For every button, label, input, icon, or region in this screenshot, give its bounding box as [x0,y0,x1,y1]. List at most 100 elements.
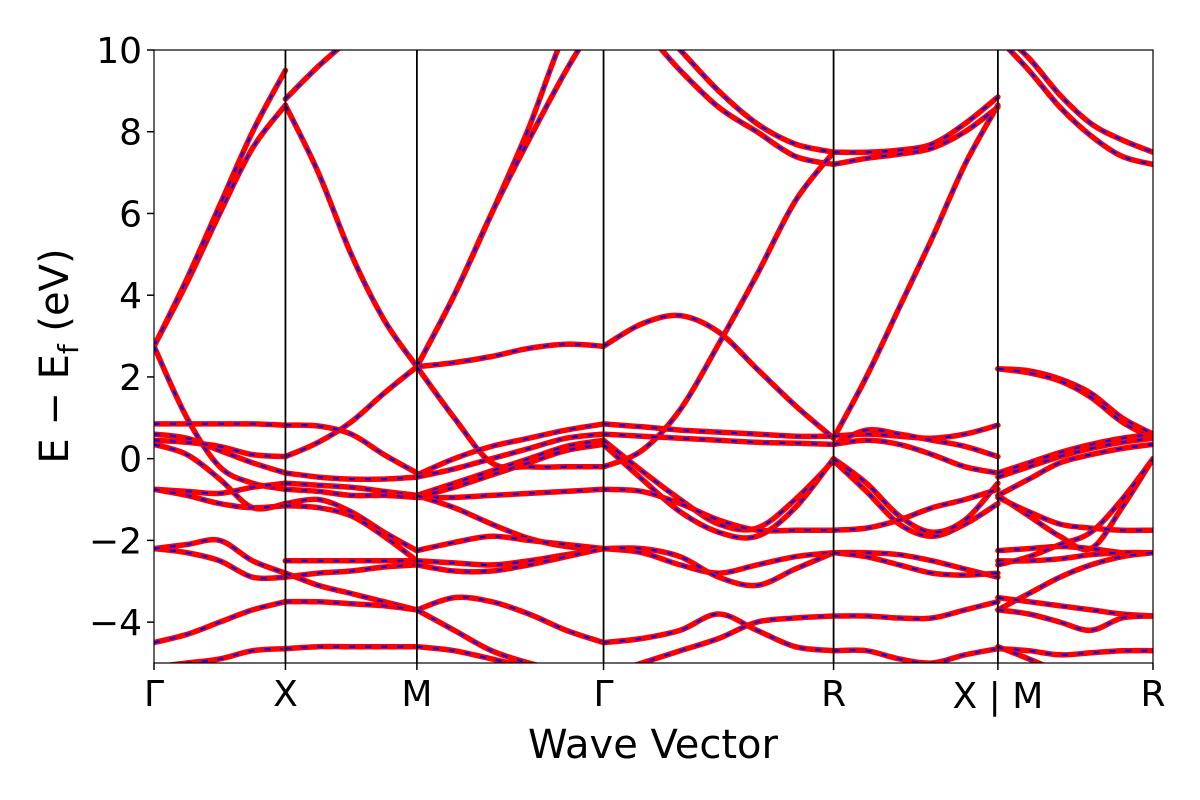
band-line-blue-s3-b6 [602,439,835,531]
band-line-blue-s0-b10 [154,538,286,575]
band-line-blue-s5-b7 [997,458,1153,551]
band-line-blue-s2-b2 [415,50,580,368]
band-line-red-s3-b10 [600,545,837,589]
y-tick-label-7: 10 [96,31,142,72]
band-line-blue-s2-b11 [416,547,604,567]
band-line-blue-s5-b4 [997,433,1153,475]
band-line-blue-s4-b9 [833,551,999,579]
band-line-blue-s2-b6 [416,439,604,497]
band-line-blue-s2-b10 [416,535,604,552]
y-tick-label-2: 0 [119,440,142,481]
band-line-red-s3-b1 [676,50,837,155]
band-line-blue-s4-b1 [833,106,999,166]
band-line-blue-s0-b2 [154,345,286,491]
y-axis-title: E − Ef (eV) [32,248,85,463]
band-line-blue-s4-b7 [832,457,999,534]
band-line-blue-s5-b0 [1019,50,1153,154]
band-line-blue-s4-b5 [833,439,999,475]
y-tick-label-4: 4 [119,276,142,317]
y-axis-title-subscript: f [52,343,85,354]
y-axis-title-main: E − E [32,354,78,464]
band-line-blue-s2-b15 [416,645,515,663]
band-line-blue-s3-b7 [602,443,835,540]
band-line-red-s5-b12 [995,549,1153,613]
band-line-blue-s4-b0 [833,96,999,154]
band-line-blue-s0-b5 [154,439,286,458]
band-line-blue-s2-b4 [416,422,604,477]
band-line-blue-s4-b11 [833,647,999,663]
x-tick-label-3: Γ [594,674,614,715]
band-line-blue-s5-b5 [997,437,1153,479]
band-line-red-s3-b11 [600,611,837,654]
band-line-blue-s0-b9 [154,547,286,580]
band-line-blue-s2-b5 [416,433,604,479]
y-axis-title-unit: (eV) [32,248,78,344]
band-line-blue-s2-b7 [416,443,604,499]
band-line-blue-s0-b0 [154,104,287,347]
band-line-blue-s1-b10 [285,563,417,579]
band-line-red-s5-b15 [995,645,1153,658]
band-line-blue-s1-b13 [285,645,417,650]
x-tick-label-2: M [401,674,432,715]
band-line-red-s4-b2 [830,102,1001,441]
band-line-blue-s1-b7 [285,498,418,552]
y-tick-label-3: 2 [119,358,142,399]
band-line-blue-s2-b13 [416,596,604,644]
band-line-blue-s0-b4 [154,433,286,475]
y-tick-label-6: 8 [119,113,142,154]
band-line-blue-s3-b2 [660,50,834,166]
band-line-blue-s2-b0 [416,343,604,368]
y-axis: −4 −2 0 2 4 6 8 10 [89,31,154,644]
band-line-red-s3-b0 [600,312,837,441]
band-line-blue-s1-b12 [285,600,418,611]
band-line-blue-s1-b3 [285,423,418,474]
band-line-blue-s1-b2 [284,365,418,458]
band-line-blue-s4-b8 [833,488,999,532]
band-line-blue-s0-b12 [178,647,286,663]
band-line-red-s2-b14 [414,607,540,663]
plot-frame [153,49,1154,664]
x-tick-label-4: R [821,674,846,715]
band-line-blue-s5-b13 [997,596,1153,618]
band-line-blue-s1-b4 [285,471,417,481]
band-line-blue-s4-b4 [833,428,999,458]
bands-layer [154,50,1153,663]
band-line-red-s5-b16 [995,643,1046,663]
band-line-blue-s0-b7 [154,482,286,495]
y-tick-label-5: 6 [119,194,142,235]
band-line-blue-s3-b3 [603,151,835,468]
band-line-blue-s1-b6 [285,488,417,499]
band-line-red-s1-b1 [282,50,342,102]
kpoint-lines [284,50,999,663]
band-line-blue-s1-b5 [285,482,418,497]
y-tick-label-1: −2 [89,521,142,562]
band-line-blue-s2-b12 [416,547,604,573]
band-line-red-s5-b10 [995,549,1153,564]
band-line-blue-s1-b0 [284,104,418,368]
band-line-red-s3-b8 [600,486,837,534]
band-line-red-s5-b6 [995,441,1153,499]
y-tick-label-0: −4 [89,603,142,644]
x-tick-label-0: Γ [144,674,164,715]
x-tick-label-6: R [1140,674,1165,715]
band-line-blue-s4-b6 [832,459,999,538]
x-tick-label-5: X | M [953,676,1044,717]
band-line-blue-s5-b14 [997,608,1153,632]
x-tick-label-1: X [273,674,298,715]
band-line-blue-s1-b8 [285,504,418,562]
band-line-blue-s0-b3 [154,422,286,427]
band-line-blue-s3-b9 [603,547,834,575]
band-line-blue-s0-b11 [154,600,286,644]
x-axis-title: Wave Vector [528,722,779,768]
band-line-blue-s5-b8 [997,496,1153,532]
band-line-blue-s5-b3 [997,367,1153,440]
band-line-blue-s3-b5 [603,433,834,446]
band-line-blue-s0-b8 [154,488,286,509]
band-line-blue-s5-b11 [997,458,1153,566]
x-axis: Γ X M Γ R X | M R [144,663,1166,717]
band-line-blue-s4-b10 [833,551,998,577]
band-line-blue-s4-b12 [833,600,999,620]
band-line-blue-s0-b1 [154,69,287,347]
band-line-blue-s5-b1 [1008,50,1153,166]
